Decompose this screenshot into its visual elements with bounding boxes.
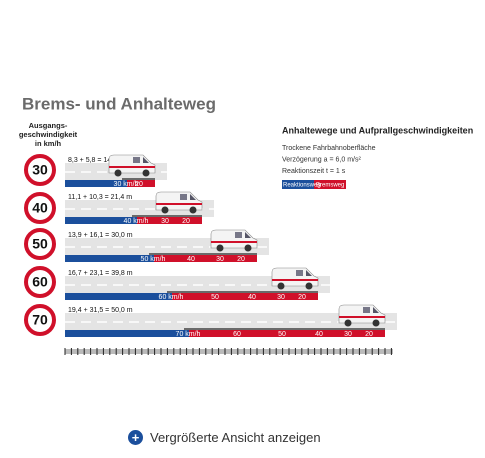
van-wheel <box>161 206 169 214</box>
brake-label: 40 <box>315 331 323 338</box>
van-stripe <box>109 166 155 168</box>
brake-label: 20 <box>237 256 245 263</box>
van-wheel <box>142 169 150 177</box>
van-window <box>143 157 149 163</box>
legend-label: Bremsweg <box>316 183 344 189</box>
legend-label: Reaktionsweg <box>283 183 321 189</box>
plus-icon: + <box>128 429 143 445</box>
van-window <box>296 270 303 276</box>
van-wheel <box>277 282 285 290</box>
van-wheel <box>216 244 224 252</box>
reaction-bar <box>65 255 154 262</box>
speed-sign <box>24 304 56 336</box>
van-wheel <box>344 319 352 327</box>
van-wheel <box>114 169 122 177</box>
reaction-bar <box>65 217 137 224</box>
speed-sign-value: 70 <box>32 312 48 328</box>
van-wheel <box>189 206 197 214</box>
van-stripe <box>156 203 202 205</box>
reaction-bar <box>65 330 189 337</box>
formula: 16,7 + 23,1 = 39,8 m <box>68 270 133 277</box>
reaction-bar <box>65 180 127 187</box>
formula: 19,4 + 31,5 = 50,0 m <box>68 307 133 314</box>
brake-label: 50 <box>211 294 219 301</box>
van-stripe <box>211 241 257 243</box>
legend-line: Trockene Fahrbahnoberfläche <box>282 145 376 152</box>
van <box>338 304 386 327</box>
van-window <box>373 307 379 313</box>
reaction-label: 40 km/h <box>124 218 149 225</box>
brake-label: 40 <box>187 256 195 263</box>
enlarge-button[interactable]: + Vergrößerte Ansicht anzeigen <box>128 427 321 447</box>
reaction-label: 70 km/h <box>176 331 201 338</box>
brake-label: 30 <box>344 331 352 338</box>
van <box>210 229 258 252</box>
speed-sign <box>24 154 56 186</box>
van <box>108 154 156 177</box>
speed-sign <box>24 228 56 260</box>
van <box>271 267 319 290</box>
speed-sign-value: 60 <box>32 274 48 290</box>
brake-label: 30 <box>161 218 169 225</box>
title: Brems- und Anhalteweg <box>22 94 216 113</box>
van-wheel <box>244 244 252 252</box>
braking-bar <box>172 293 318 300</box>
reaction-label: 60 km/h <box>159 294 184 301</box>
speed-sign <box>24 266 56 298</box>
van <box>155 191 203 214</box>
brake-label: 20 <box>135 181 143 188</box>
brake-label: 30 <box>216 256 224 263</box>
reaction-bar <box>65 293 172 300</box>
formula: 8,3 + 5,8 = 14,1 m <box>68 157 125 164</box>
speed-header: Ausgangs-geschwindigkeit in km/h <box>18 121 78 148</box>
speed-sign-value: 40 <box>32 200 48 216</box>
brake-label: 20 <box>298 294 306 301</box>
brake-label: 50 <box>278 331 286 338</box>
speed-sign <box>24 192 56 224</box>
van-stripe <box>272 279 318 281</box>
van-window <box>363 307 370 313</box>
van-wheel <box>305 282 313 290</box>
brake-label: 20 <box>365 331 373 338</box>
legend-swatch <box>314 180 346 189</box>
van-window <box>245 232 251 238</box>
infographic: Brems- und Anhalteweg Ausgangs-geschwind… <box>18 94 473 355</box>
formula: 13,9 + 16,1 = 30,0 m <box>68 232 133 239</box>
speed-sign-value: 30 <box>32 162 48 178</box>
braking-bar <box>189 330 385 337</box>
legend-title: Anhaltewege und Aufprallgeschwindigkeite… <box>282 125 473 135</box>
button-label: Vergrößerte Ansicht anzeigen <box>150 429 321 445</box>
speed-sign-value: 50 <box>32 236 48 252</box>
van-window <box>306 270 312 276</box>
van-window <box>190 194 196 200</box>
brake-label: 30 <box>277 294 285 301</box>
ruler <box>65 349 393 354</box>
van-window <box>235 232 242 238</box>
braking-bar <box>154 255 257 262</box>
van-window <box>180 194 187 200</box>
van-stripe <box>339 316 385 318</box>
formula: 11,1 + 10,3 = 21,4 m <box>68 194 132 201</box>
reaction-label: 30 km/h <box>114 181 139 188</box>
legend-line: Verzögerung a = 6,0 m/s² <box>282 156 361 163</box>
van-window <box>133 157 140 163</box>
van-wheel <box>372 319 380 327</box>
reaction-label: 50 km/h <box>141 256 166 263</box>
braking-bar <box>137 217 202 224</box>
legend-line: Reaktionszeit t = 1 s <box>282 168 346 175</box>
brake-label: 40 <box>248 294 256 301</box>
brake-label: 20 <box>182 218 190 225</box>
braking-bar <box>127 180 155 187</box>
legend-swatch <box>282 180 314 189</box>
speed-header-box: Ausgangs-geschwindigkeit in km/h <box>18 121 78 148</box>
brake-label: 60 <box>233 331 241 338</box>
